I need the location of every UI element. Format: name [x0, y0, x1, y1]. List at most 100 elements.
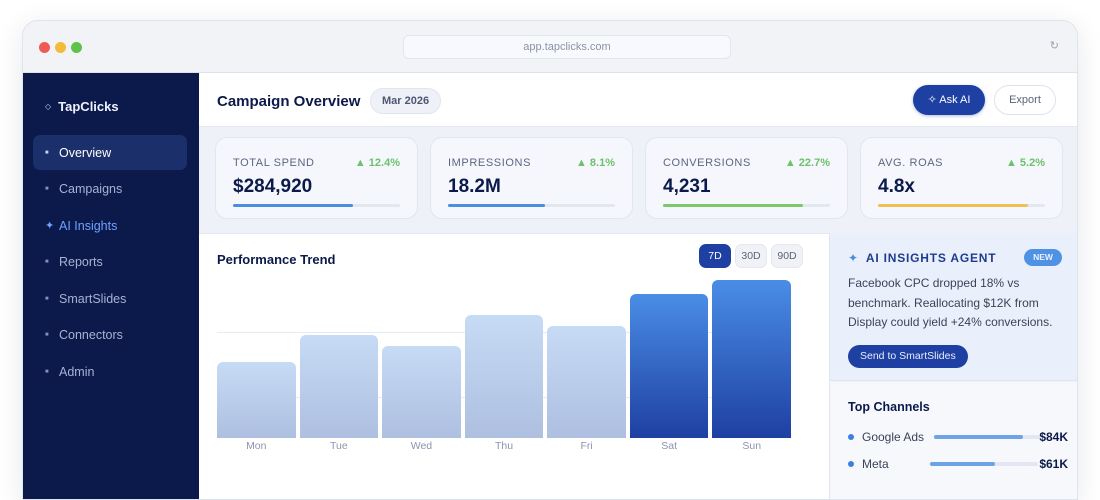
reload-icon[interactable]: ↻ [1049, 40, 1059, 52]
ask-ai-button[interactable]: ✧ Ask AI [913, 85, 985, 115]
ai-insight-message: Facebook CPC dropped 18% vs benchmark. R… [848, 276, 1053, 329]
brand-logo[interactable]: ◇ TapClicks [45, 99, 119, 114]
kpi-card-avg-roas[interactable]: AVG. ROAS ▲ 5.2% 4.8x [860, 137, 1063, 219]
tab-7d[interactable]: 7D [699, 244, 731, 268]
kpi-progress-fill [878, 204, 1029, 207]
sidebar-item-connectors[interactable]: ■ Connectors [33, 318, 187, 353]
top-channels-card: Top Channels Google Ads $84K Meta $61K [829, 382, 1077, 499]
kpi-label: AVG. ROAS [878, 157, 944, 169]
kpi-label: TOTAL SPEND [233, 157, 315, 169]
sidebar-item-label: SmartSlides [59, 291, 127, 306]
channel-name: Google Ads [862, 430, 925, 444]
bar-series [217, 280, 792, 438]
sidebar-item-smartslides[interactable]: ■ SmartSlides [33, 281, 187, 316]
page-header: Campaign Overview Mar 2026 ✧ Ask AI Expo… [199, 73, 1077, 127]
square-bullet-icon: ■ [45, 186, 49, 192]
kpi-value: 4,231 [663, 176, 711, 197]
date-selector[interactable]: Mar 2026 [370, 88, 442, 114]
ai-agent-title: ✦ AI INSIGHTS AGENT [848, 251, 996, 265]
kpi-card-impressions[interactable]: IMPRESSIONS ▲ 8.1% 18.2M [430, 137, 633, 219]
sidebar-item-overview[interactable]: ■ Overview [33, 135, 187, 170]
address-bar[interactable]: app.tapclicks.com [403, 35, 731, 59]
range-tabs: 7D 30D 90D [699, 244, 803, 268]
bar-sat[interactable] [629, 294, 709, 438]
ai-insights-agent-card: ✦ AI INSIGHTS AGENT NEW Facebook CPC dro… [829, 233, 1077, 381]
kpi-progress-fill [663, 204, 804, 207]
x-axis-label: Sat [661, 440, 678, 452]
kpi-value: 18.2M [448, 176, 501, 197]
kpi-progress-fill [233, 204, 354, 207]
x-axis-label: Mon [246, 440, 267, 452]
x-axis-label: Thu [494, 440, 514, 452]
browser-titlebar: app.tapclicks.com ↻ [23, 21, 1077, 73]
sidebar-item-label: AI Insights [59, 218, 118, 233]
diamond-icon: ◇ [45, 102, 52, 111]
kpi-progress-track [448, 204, 615, 207]
channel-name: Meta [862, 457, 889, 471]
square-bullet-icon: ■ [45, 332, 49, 338]
page-title: Campaign Overview [217, 93, 361, 110]
performance-trend-card: Performance Trend 7D 30D 90D Mon Tue Wed Th… [199, 233, 829, 499]
channel-dot-icon [848, 434, 854, 440]
kpi-card-total-spend[interactable]: TOTAL SPEND ▲ 12.4% $284,920 [215, 137, 418, 219]
bar-fri[interactable] [547, 325, 626, 438]
sidebar-item-reports[interactable]: ■ Reports [33, 245, 187, 280]
channel-value: $84K [1039, 430, 1068, 444]
sidebar-nav: ■ Overview ■ Campaigns ✦ AI Insights ■ R… [33, 135, 187, 391]
kpi-delta: ▲ 8.1% [575, 157, 615, 169]
kpi-progress-fill [448, 204, 545, 207]
sidebar-item-label: Campaigns [59, 182, 123, 196]
channel-row-meta[interactable]: Meta $61K [848, 455, 1068, 473]
sidebar-item-campaigns[interactable]: ■ Campaigns [33, 172, 187, 207]
bar-chart [217, 280, 792, 438]
send-to-smartslides-button[interactable]: Send to SmartSlides [848, 345, 968, 368]
square-bullet-icon: ■ [45, 259, 49, 265]
maximize-window-button[interactable] [71, 42, 82, 53]
kpi-delta: ▲ 5.2% [1005, 157, 1045, 169]
kpi-label: CONVERSIONS [663, 157, 751, 169]
bar-tue[interactable] [299, 335, 379, 438]
kpi-delta: ▲ 22.7% [784, 157, 830, 169]
sidebar-item-label: Connectors [59, 328, 123, 342]
square-bullet-icon: ■ [45, 368, 49, 375]
close-window-button[interactable] [39, 42, 50, 53]
sidebar: ◇ TapClicks ■ Overview ■ Campaigns ✦ AI … [23, 73, 199, 499]
tab-30d[interactable]: 30D [735, 244, 767, 268]
sidebar-item-ai-insights[interactable]: ✦ AI Insights [33, 208, 187, 243]
export-button[interactable]: Export [994, 85, 1056, 115]
kpi-label: IMPRESSIONS [448, 157, 532, 169]
top-channels-title: Top Channels [848, 400, 930, 414]
minimize-window-button[interactable] [55, 42, 66, 53]
channel-progress-track [934, 435, 1042, 439]
kpi-row: TOTAL SPEND ▲ 12.4% $284,920 IMPRESSIONS… [215, 137, 1063, 219]
bar-mon[interactable] [217, 362, 296, 438]
x-axis-label: Wed [410, 440, 433, 452]
sidebar-item-label: Overview [59, 145, 112, 160]
channel-progress-fill [934, 435, 1023, 439]
sidebar-item-admin[interactable]: ■ Admin [33, 354, 187, 389]
kpi-value: 4.8x [878, 176, 915, 197]
square-bullet-icon: ■ [45, 149, 49, 156]
bar-thu[interactable] [464, 314, 544, 438]
channel-progress-track [930, 462, 1038, 466]
brand-name: TapClicks [58, 99, 119, 114]
browser-window: app.tapclicks.com ↻ ◇ TapClicks ■ Overvi… [22, 20, 1078, 500]
channel-row-google-ads[interactable]: Google Ads $84K [848, 428, 1068, 446]
bar-sun[interactable] [712, 280, 792, 438]
tab-90d[interactable]: 90D [771, 244, 803, 268]
sidebar-item-label: Reports [59, 255, 103, 269]
x-axis-label: Tue [330, 440, 348, 452]
kpi-progress-track [233, 204, 400, 207]
bar-wed[interactable] [382, 346, 461, 438]
channel-dot-icon [848, 461, 854, 467]
kpi-progress-track [663, 204, 830, 207]
chart-title: Performance Trend [217, 252, 336, 267]
channel-progress-fill [930, 462, 995, 466]
kpi-progress-track [878, 204, 1045, 207]
sidebar-item-label: Admin [59, 364, 95, 379]
kpi-delta: ▲ 12.4% [354, 157, 400, 169]
ai-agent-title-text: AI INSIGHTS AGENT [865, 251, 997, 265]
x-axis-label: Sun [742, 440, 762, 452]
kpi-card-conversions[interactable]: CONVERSIONS ▲ 22.7% 4,231 [645, 137, 848, 219]
x-axis-labels: Mon Tue Wed Thu Fri Sat Sun [217, 440, 791, 452]
